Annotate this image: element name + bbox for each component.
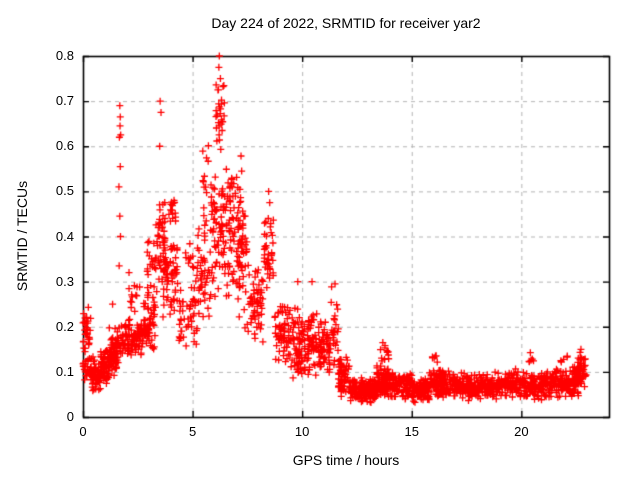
y-tick-label: 0.7 bbox=[55, 93, 74, 109]
y-axis-label: SRMTID / TECUs bbox=[14, 180, 30, 292]
x-tick-label: 15 bbox=[404, 424, 419, 439]
x-tick-label: 20 bbox=[514, 424, 529, 439]
y-tick-label: 0.5 bbox=[55, 183, 74, 199]
y-tick-label: 0.3 bbox=[55, 273, 74, 289]
y-tick-label: 0.8 bbox=[55, 48, 74, 63]
y-tick-label: 0.6 bbox=[55, 138, 74, 154]
x-axis-label: GPS time / hours bbox=[292, 452, 400, 468]
x-tick-label: 0 bbox=[79, 424, 87, 439]
x-tick-label: 5 bbox=[188, 424, 197, 439]
chart-title: Day 224 of 2022, SRMTID for receiver yar… bbox=[211, 15, 481, 31]
y-tick-label: 0 bbox=[66, 409, 74, 424]
y-tick-label: 0.2 bbox=[55, 318, 74, 334]
y-tick-label: 0.1 bbox=[55, 363, 74, 379]
x-tick-label: 10 bbox=[294, 424, 310, 439]
y-tick-label: 0.4 bbox=[55, 228, 74, 244]
